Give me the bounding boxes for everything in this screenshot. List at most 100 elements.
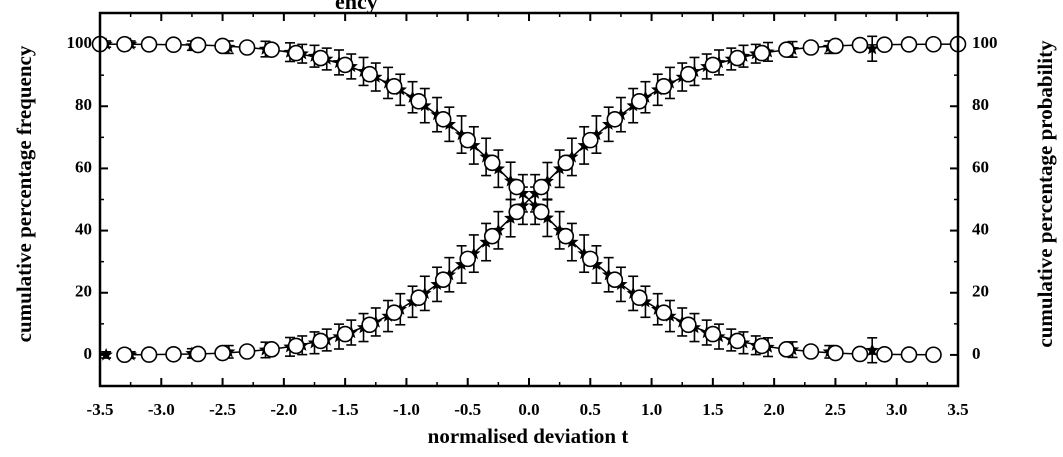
circle-marker xyxy=(214,37,231,55)
circle-marker xyxy=(925,346,942,364)
plot-frame xyxy=(98,11,960,388)
chart-title-partial: ency xyxy=(335,0,378,14)
circle-marker xyxy=(434,111,452,128)
circle-marker xyxy=(312,49,329,67)
circle-marker xyxy=(802,343,820,360)
circle-marker xyxy=(483,154,501,172)
circle-marker xyxy=(410,289,427,307)
circle-marker xyxy=(336,56,354,74)
x-tick-label: 0.0 xyxy=(518,400,539,419)
circle-marker xyxy=(287,44,305,62)
circle-marker xyxy=(753,337,771,355)
circle-marker xyxy=(925,35,942,53)
y-tick-label-right: 0 xyxy=(972,344,981,363)
circle-marker xyxy=(508,203,526,221)
circle-marker xyxy=(140,346,158,363)
y-tick-label-right: 20 xyxy=(972,282,989,301)
circle-marker xyxy=(483,227,501,245)
x-tick-label: -0.5 xyxy=(454,400,481,419)
circle-marker xyxy=(802,39,820,56)
circle-marker xyxy=(385,304,403,321)
circle-marker xyxy=(140,36,158,53)
star-marker xyxy=(589,127,604,141)
circle-marker xyxy=(459,250,477,268)
x-axis-label: normalised deviation t xyxy=(428,424,629,448)
circle-marker xyxy=(900,346,918,363)
y-axis-label-right: cumulative percentage probability xyxy=(1033,40,1057,348)
x-tick-label: 3.5 xyxy=(947,400,968,419)
circle-marker xyxy=(557,154,575,172)
circle-marker xyxy=(336,325,354,343)
y-tick-label-right: 80 xyxy=(972,95,989,114)
y-tick-label-left: 20 xyxy=(75,282,92,301)
x-tick-label: -3.5 xyxy=(87,400,114,419)
circle-marker xyxy=(729,49,746,67)
circle-marker xyxy=(263,341,280,358)
circle-marker xyxy=(606,271,624,288)
circle-marker xyxy=(532,178,550,196)
x-tick-label: -1.0 xyxy=(393,400,420,419)
circle-marker xyxy=(532,203,550,221)
circle-marker xyxy=(680,316,697,334)
circle-marker xyxy=(410,92,427,110)
circle-marker xyxy=(581,250,599,268)
line-series-2 xyxy=(91,35,942,364)
y-axis-label-left: cumulative percentage frequency xyxy=(12,45,36,342)
circle-marker xyxy=(459,131,477,149)
circle-marker xyxy=(729,332,746,350)
circle-marker xyxy=(361,316,378,334)
x-tick-label: 2.0 xyxy=(764,400,785,419)
circle-marker xyxy=(704,325,722,343)
y-tick-label-left: 80 xyxy=(75,95,92,114)
circle-marker xyxy=(827,344,844,362)
y-tick-label-left: 100 xyxy=(67,33,93,52)
circle-marker xyxy=(876,345,893,363)
y-tick-label-right: 40 xyxy=(972,219,989,238)
circle-marker xyxy=(631,92,648,110)
circle-marker xyxy=(238,39,256,56)
circle-marker xyxy=(116,346,133,364)
circle-marker xyxy=(165,36,182,54)
y-tick-label-right: 100 xyxy=(972,33,998,52)
circle-marker xyxy=(189,345,207,363)
x-tick-label: 3.0 xyxy=(886,400,907,419)
x-tick-label: -2.0 xyxy=(270,400,297,419)
circle-marker xyxy=(287,337,305,355)
circle-marker xyxy=(434,271,452,288)
circle-marker xyxy=(606,111,624,128)
circle-marker xyxy=(753,44,771,62)
x-tick-label: 2.5 xyxy=(825,400,846,419)
circle-marker xyxy=(557,227,575,245)
circle-marker xyxy=(851,36,869,54)
circle-marker xyxy=(900,36,918,53)
circle-marker xyxy=(189,36,207,54)
circle-marker xyxy=(312,332,329,350)
circle-marker xyxy=(655,304,673,321)
circle-marker xyxy=(214,344,231,362)
x-tick-label: 1.5 xyxy=(702,400,723,419)
circle-marker xyxy=(704,56,722,74)
y-tick-label-left: 40 xyxy=(75,219,92,238)
circle-marker xyxy=(778,41,795,58)
x-tick-label: -1.5 xyxy=(332,400,359,419)
y-tick-label-left: 60 xyxy=(75,157,92,176)
circle-marker xyxy=(876,36,893,54)
x-tick-label: 0.5 xyxy=(580,400,601,419)
circle-marker xyxy=(508,178,526,196)
star-marker xyxy=(99,347,113,361)
circle-marker xyxy=(385,78,403,95)
x-tick-label: -3.0 xyxy=(148,400,175,419)
circle-marker xyxy=(631,289,648,307)
x-tick-label: 1.0 xyxy=(641,400,662,419)
circle-marker xyxy=(851,345,869,363)
y-tick-label-right: 60 xyxy=(972,157,989,176)
circle-marker xyxy=(827,37,844,55)
line-series-1 xyxy=(116,35,967,364)
circle-marker xyxy=(361,65,378,83)
y-tick-label-left: 0 xyxy=(84,344,93,363)
circle-marker xyxy=(263,41,280,58)
circle-marker xyxy=(238,343,256,360)
circle-marker xyxy=(116,35,133,53)
